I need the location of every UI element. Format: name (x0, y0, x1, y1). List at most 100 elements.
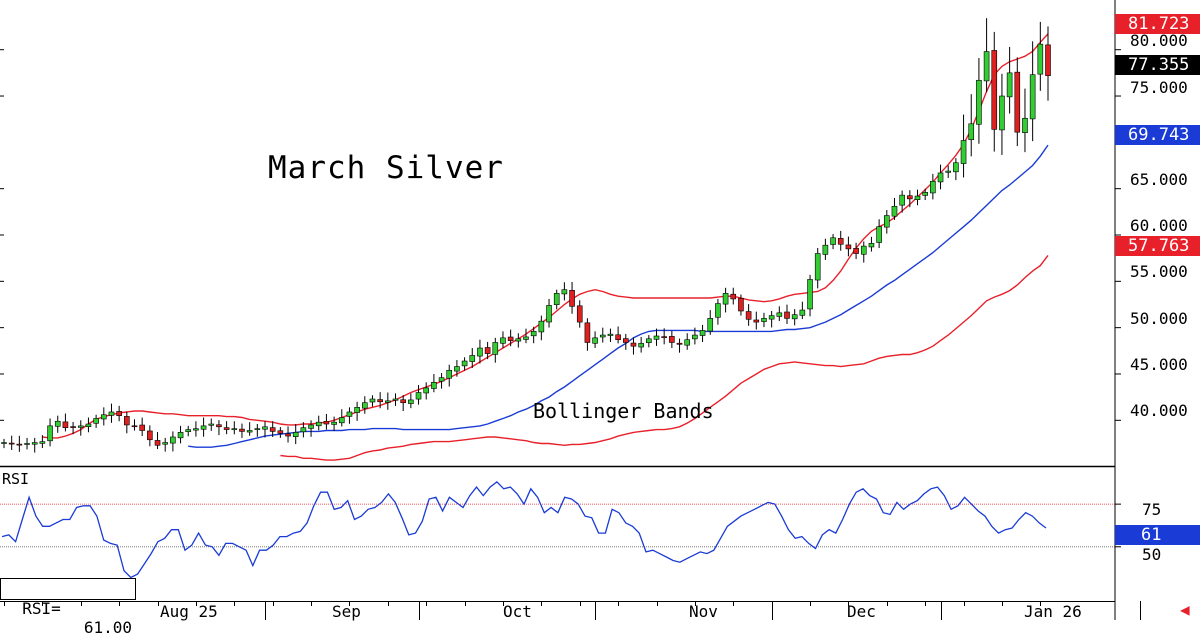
candle-up (899, 194, 905, 206)
candle-up (891, 205, 898, 217)
candle-up (546, 305, 552, 323)
rsi-panel (0, 481, 1121, 579)
candle-up (953, 162, 959, 173)
candle-up (31, 442, 38, 445)
candle-down (753, 319, 760, 323)
lower-band (280, 254, 1049, 461)
left-arrow-icon[interactable]: ◀ (1180, 600, 1190, 619)
candle-up (868, 243, 875, 248)
axes (0, 0, 1141, 620)
candle-down (837, 238, 844, 245)
bollinger-label: Bollinger Bands (533, 399, 714, 423)
candle-up (876, 226, 882, 243)
candle-down (845, 244, 852, 250)
candle-up (438, 377, 445, 382)
x-tick-sep: Sep (332, 602, 361, 621)
candle-down (661, 336, 667, 338)
y-tick: 80.000 (1130, 31, 1188, 50)
candle-up (100, 414, 107, 420)
candle-down (323, 421, 330, 425)
candle-up (976, 79, 982, 125)
candle-up (930, 180, 936, 194)
candle-up (653, 335, 660, 340)
candle-up (776, 312, 783, 317)
candle-up (431, 382, 437, 389)
x-tick-nov: Nov (689, 602, 718, 621)
candle-down (784, 311, 790, 319)
candle-down (1014, 71, 1021, 133)
candle-up (523, 336, 529, 340)
candle-up (607, 333, 614, 336)
candle-up (761, 318, 767, 322)
rsi-readout: RSI= 61.00 (0, 578, 136, 637)
middle-band (188, 144, 1049, 448)
candle-up (162, 442, 169, 445)
x-tick-dec: Dec (847, 602, 876, 621)
candles (1, 18, 1051, 453)
candle-down (622, 338, 629, 343)
candle-up (477, 347, 483, 357)
y-tick: 50.000 (1130, 309, 1188, 328)
rsi-value-tag: 61 (1115, 525, 1200, 545)
candle-up (592, 337, 598, 344)
candle-up (24, 443, 30, 445)
candle-up (860, 245, 867, 255)
candle-up (361, 402, 368, 409)
candle-down (62, 421, 69, 429)
candle-up (300, 427, 307, 433)
candle-down (630, 342, 637, 347)
candle-up (423, 387, 430, 394)
candle-up (392, 398, 399, 401)
candle-down (745, 311, 752, 320)
candle-up (646, 338, 652, 344)
candle-down (669, 336, 675, 343)
candle-down (569, 290, 575, 307)
candle-up (500, 337, 506, 344)
candle-up (170, 436, 176, 444)
candle-up (108, 411, 115, 416)
candle-down (239, 428, 245, 432)
candle-up (354, 407, 360, 413)
candle-down (139, 424, 145, 431)
candle-up (177, 432, 184, 439)
y-tick: 65.000 (1130, 170, 1188, 189)
candle-down (8, 442, 15, 445)
candle-up (1037, 43, 1044, 75)
candle-up (822, 244, 829, 255)
candle-up (292, 432, 299, 438)
candle-down (285, 433, 291, 437)
rsi-readout-label: RSI= (22, 599, 61, 618)
candle-up (699, 330, 706, 336)
candle-down (730, 293, 737, 300)
candle-up (807, 279, 813, 310)
candle-up (492, 342, 499, 355)
x-tick-jan: Jan 26 (1024, 602, 1082, 621)
candle-down (584, 322, 591, 343)
candle-up (469, 355, 476, 362)
candle-down (615, 334, 621, 340)
candle-up (883, 215, 890, 228)
candle-up (193, 428, 199, 431)
candle-up (599, 334, 606, 338)
candle-up (262, 426, 268, 430)
candle-down (1045, 44, 1051, 76)
y-tick: 55.000 (1130, 262, 1188, 281)
candle-down (484, 347, 491, 354)
candle-up (515, 338, 522, 342)
candle-down (576, 305, 583, 323)
candle-up (331, 421, 337, 425)
candle-down (124, 416, 130, 426)
candle-down (116, 411, 122, 416)
candle-down (277, 430, 284, 434)
y-tick: 45.000 (1130, 355, 1188, 374)
candle-up (968, 123, 975, 140)
candle-up (799, 309, 806, 316)
candle-up (231, 428, 238, 430)
candle-up (39, 441, 46, 444)
price-tag-lower-band: 57.763 (1115, 236, 1200, 256)
candle-up (1, 442, 7, 444)
chart-canvas (0, 0, 1141, 620)
candle-down (907, 195, 913, 200)
candle-up (1022, 117, 1028, 134)
candle-up (914, 195, 921, 200)
